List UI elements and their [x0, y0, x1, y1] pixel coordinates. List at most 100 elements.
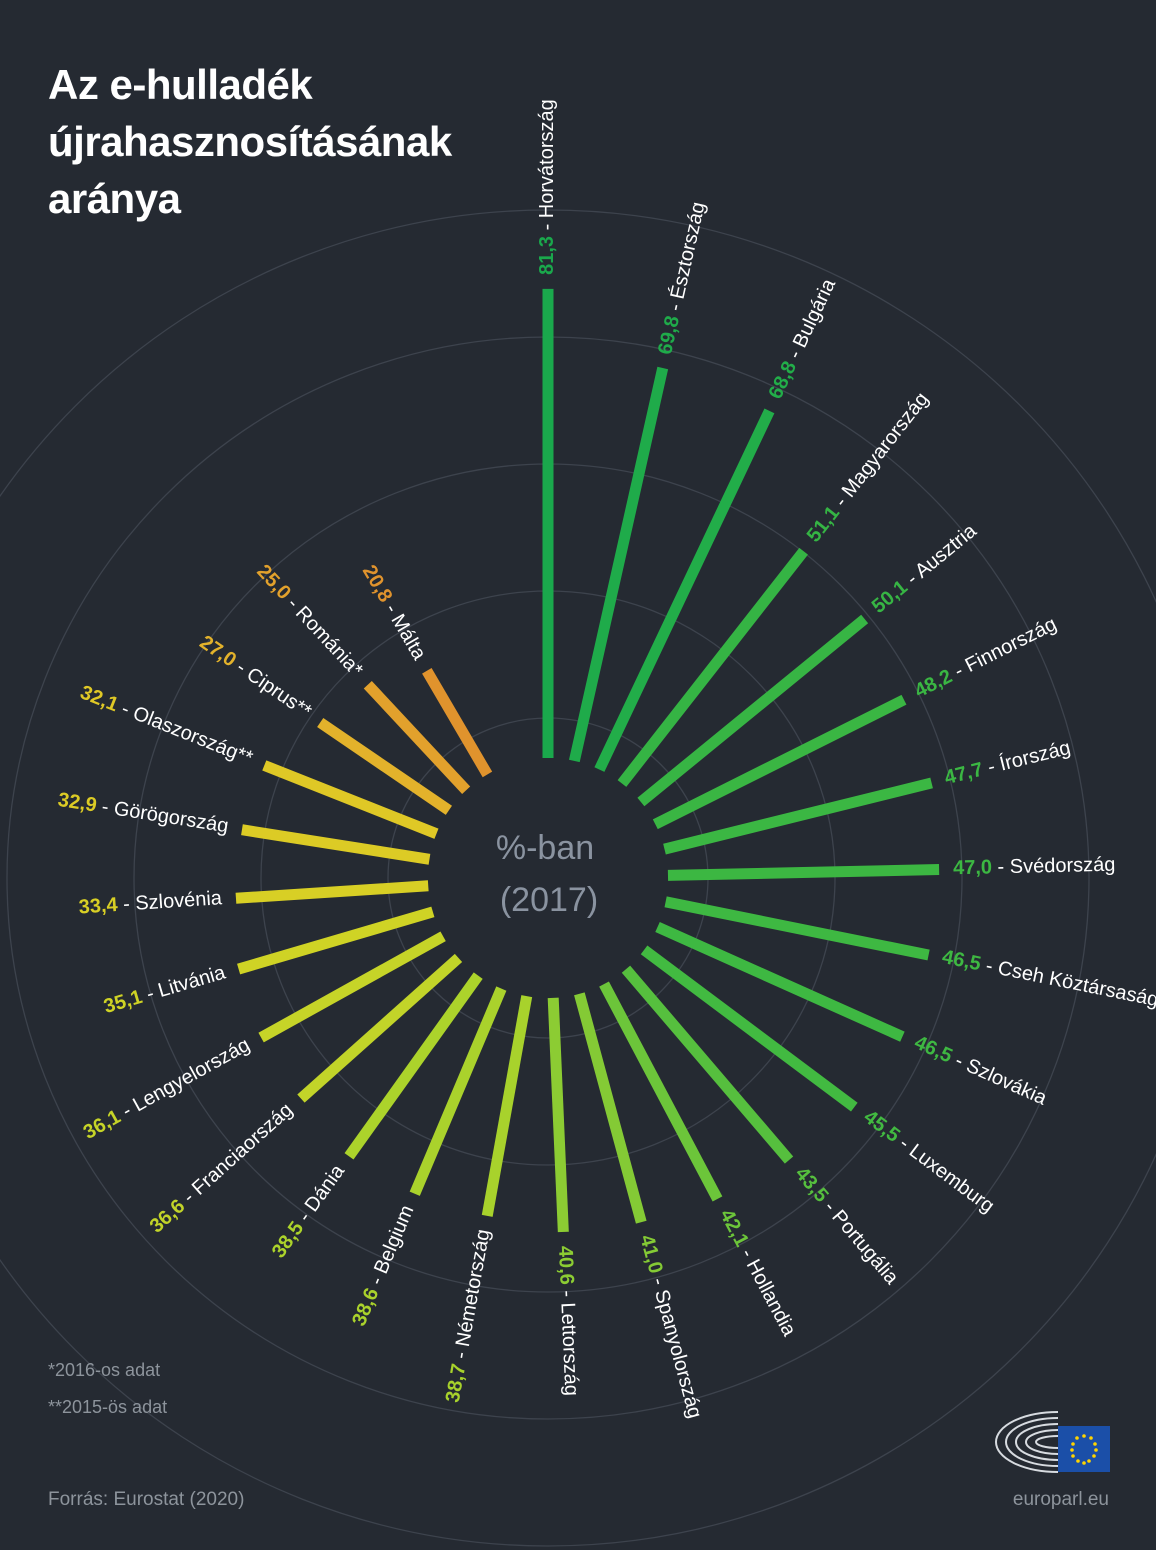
bar [235, 880, 429, 904]
bar-label: 20,8 - Málta [358, 562, 431, 665]
bar [262, 760, 439, 839]
country-label: - Ciprus** [228, 654, 316, 724]
european-parliament-logo [995, 1411, 1110, 1473]
country-label: - Lettország [555, 1284, 582, 1396]
bar-label: 35,1 - Litvánia [101, 962, 229, 1019]
country-label: - Belgium [364, 1202, 419, 1294]
bar [640, 945, 858, 1112]
country-label: - Spanyolország [645, 1270, 705, 1421]
country-label: - Szlovénia [117, 887, 224, 916]
country-label: - Horvátország [536, 99, 558, 236]
bar-label: 32,9 - Görögország [56, 789, 230, 838]
bar-label: 46,5 - Szlovákia [911, 1032, 1051, 1111]
country-label: - Franciaország [175, 1099, 297, 1212]
bar-label: 46,5 - Cseh Köztársaság [940, 946, 1156, 1011]
bar [652, 694, 907, 830]
bar-label: 36,6 - Franciaország [146, 1099, 297, 1238]
bar-label: 27,0 - Ciprus** [195, 632, 315, 724]
value-label: 81,3 [536, 236, 558, 275]
country-label: - Szlovákia [947, 1048, 1051, 1111]
country-label: - Málta [377, 595, 430, 664]
bar-label: 38,7 - Németország [442, 1228, 495, 1405]
bar [663, 777, 933, 855]
bar-label: 43,5 - Portugália [790, 1163, 903, 1290]
country-label: - Cseh Köztársaság [978, 954, 1156, 1012]
bar [241, 824, 431, 865]
bar-label: 32,1 - Olaszország** [77, 682, 256, 770]
bar-label: 42,1 - Hollandia [715, 1206, 800, 1341]
country-label: - Ausztria [898, 520, 981, 594]
value-label: 47,7 [942, 759, 985, 790]
country-label: - Hollandia [733, 1240, 800, 1341]
source-note: Forrás: Eurostat (2020) [48, 1489, 245, 1510]
title-line-1: Az e-hulladék [48, 61, 313, 108]
bar-label: 48,2 - Finnország [911, 613, 1060, 702]
footnote-2016: *2016-os adat [48, 1360, 161, 1380]
center-label-unit: %-ban [496, 829, 594, 867]
country-label: - Finnország [946, 613, 1060, 685]
value-label: 32,9 [56, 789, 98, 817]
grid-ring [0, 209, 1156, 1547]
country-label: - Írország [980, 736, 1073, 780]
bar-label: 40,6 - Lettország [554, 1245, 582, 1396]
bar-label: 81,3 - Horvátország [536, 99, 558, 275]
country-label: - Olaszország** [113, 696, 256, 770]
value-label: 41,0 [635, 1233, 666, 1276]
bar [317, 717, 452, 815]
title-line-2: újrahasznosításának [48, 118, 452, 165]
bar [422, 668, 493, 778]
bar [297, 953, 463, 1103]
bar [655, 922, 905, 1042]
bar [344, 972, 483, 1160]
bar [664, 896, 930, 961]
bar [599, 981, 723, 1202]
country-label: - Észtország [662, 200, 710, 319]
bar-label: 47,0 - Svédország [953, 854, 1116, 880]
country-label: - Románia* [279, 589, 367, 681]
bar-label: 33,4 - Szlovénia [78, 887, 223, 918]
country-label: - Svédország [992, 854, 1116, 879]
footnotes: *2016-os adat **2015-ös adat [48, 1352, 167, 1426]
bar [594, 408, 775, 772]
bar [363, 680, 471, 794]
bar-label: 45,5 - Luxemburg [859, 1106, 998, 1218]
bar [481, 995, 533, 1217]
value-label: 33,4 [78, 894, 119, 919]
country-label: - Magyarország [827, 389, 933, 516]
bar-label: 38,6 - Belgium [348, 1202, 418, 1329]
bar [237, 906, 435, 975]
title-line-3: aránya [48, 175, 181, 222]
value-label: 46,5 [940, 946, 983, 975]
bar [637, 614, 869, 807]
value-label: 47,0 [953, 857, 992, 880]
grid-ring [387, 717, 709, 1039]
value-label: 35,1 [101, 986, 145, 1018]
bar [409, 986, 507, 1196]
bar-label: 41,0 - Spanyolország [635, 1233, 706, 1421]
country-label: - Luxemburg [891, 1129, 999, 1217]
value-label: 69,8 [654, 314, 684, 357]
bar-label: 50,1 - Ausztria [868, 520, 982, 619]
site-link[interactable]: europarl.eu [1012, 1489, 1109, 1510]
bar-label: 38,5 - Dánia [268, 1160, 350, 1262]
country-label: - Lengyelország [114, 1034, 254, 1125]
bar [621, 965, 794, 1164]
country-label: - Dánia [291, 1160, 350, 1230]
bar [568, 366, 669, 763]
bar [547, 997, 569, 1233]
value-label: 40,6 [554, 1245, 578, 1285]
bar [617, 547, 808, 787]
country-label: - Bulgária [782, 275, 841, 368]
footnote-2015: **2015-ös adat [48, 1397, 168, 1417]
center-label-year: (2017) [500, 881, 598, 919]
bar-label: 47,7 - Írország [942, 736, 1073, 789]
bar-label: 68,8 - Bulgária [765, 275, 841, 403]
country-label: - Portugália [816, 1193, 903, 1290]
country-label: - Görögország [95, 795, 230, 838]
bar-label: 25,0 - Románia* [252, 561, 367, 682]
country-label: - Németország [449, 1228, 495, 1366]
bar-label: 36,1 - Lengyelország [80, 1034, 254, 1144]
bar [667, 864, 940, 881]
bar [258, 931, 446, 1043]
bar-group [235, 288, 940, 1233]
